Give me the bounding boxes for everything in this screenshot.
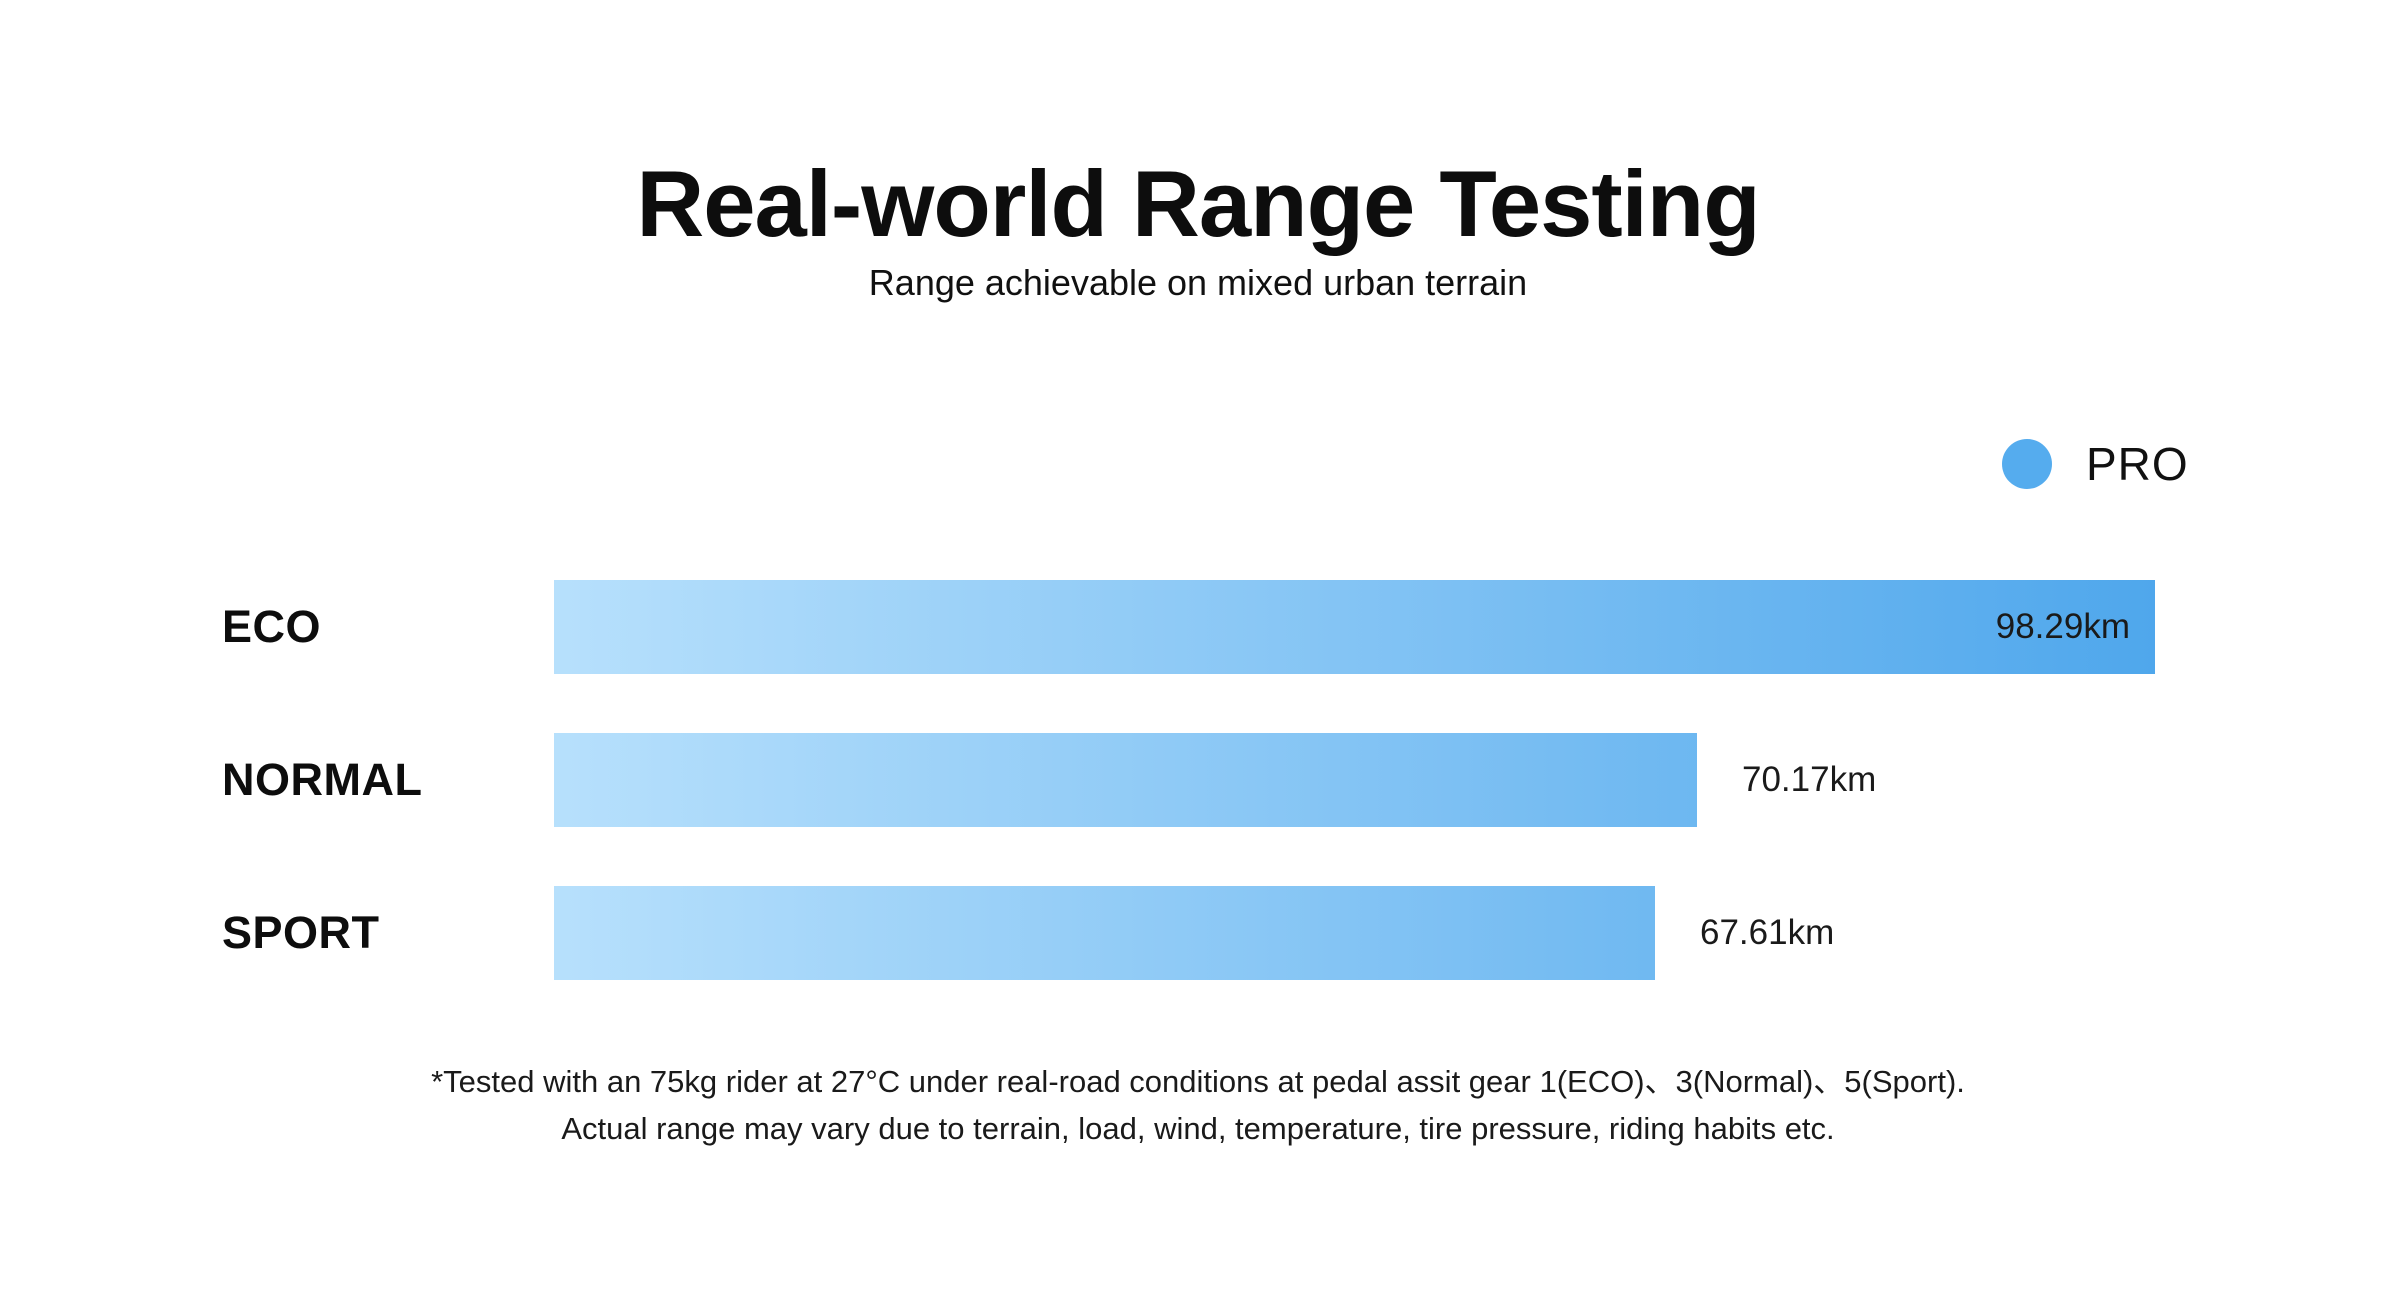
category-label-sport: SPORT — [222, 907, 380, 958]
value-label-sport: 67.61km — [1700, 913, 1835, 952]
footnote-line-2: Actual range may vary due to terrain, lo… — [561, 1111, 1835, 1146]
footnote: *Tested with an 75kg rider at 27°C under… — [0, 1058, 2396, 1152]
bar-normal — [554, 733, 1697, 827]
value-label-normal: 70.17km — [1742, 760, 1877, 799]
category-label-normal: NORMAL — [222, 754, 423, 805]
value-label-eco: 98.29km — [1995, 607, 2130, 646]
bar-eco: 98.29km — [554, 580, 2155, 674]
category-label-eco: ECO — [222, 601, 322, 652]
chart-subtitle: Range achievable on mixed urban terrain — [868, 262, 1528, 303]
chart-title: Real-world Range Testing — [636, 151, 1760, 256]
bar-row-eco: ECO 98.29km — [0, 580, 2396, 674]
legend-label: PRO — [2086, 438, 2189, 490]
legend-swatch-icon — [2002, 439, 2052, 489]
bar-sport — [554, 886, 1655, 980]
bar-row-normal: NORMAL 70.17km — [0, 733, 2396, 827]
bar-row-sport: SPORT 67.61km — [0, 886, 2396, 980]
footnote-line-1: *Tested with an 75kg rider at 27°C under… — [431, 1064, 1965, 1099]
legend: PRO — [2002, 438, 2189, 490]
